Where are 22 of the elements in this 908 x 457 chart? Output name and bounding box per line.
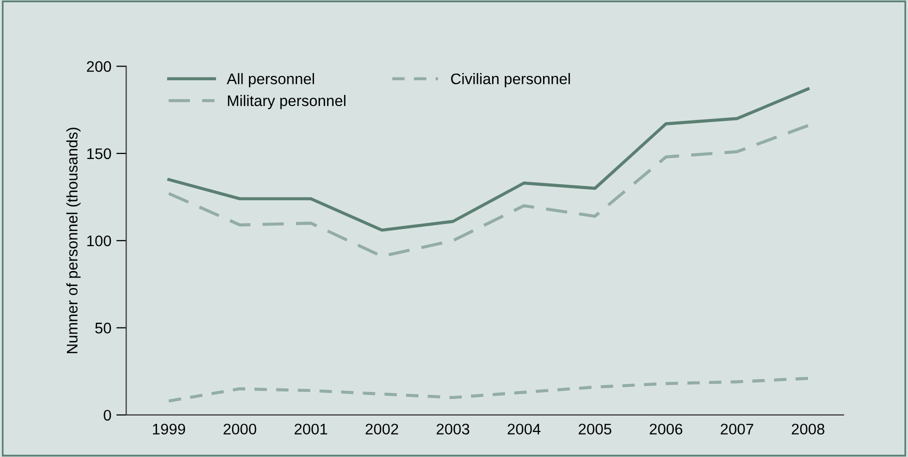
x-tick-label: 2000 [224,424,256,435]
y-axis-title: Numner of personnel (thousands) [66,128,81,354]
x-tick-label: 2001 [294,424,328,435]
x-tick-label: 1999 [153,424,186,435]
y-tick-label: 100 [87,235,112,246]
y-tick-label: 150 [87,148,112,160]
x-tick-label: 2007 [720,424,754,435]
legend-label: All personnel [226,73,314,88]
x-tick-label: 2003 [436,424,470,435]
y-tick-label: 50 [95,322,112,334]
line-series [167,87,810,232]
legend-label: Military personnel [228,94,346,110]
y-tick-label: 200 [86,61,112,72]
x-tick-label: 2004 [508,424,540,435]
x-tick-label: 2008 [792,424,824,435]
legend-label: Civilian personnel [451,73,570,88]
x-tick-label: 2006 [650,424,682,435]
x-tick-label: 2005 [578,424,612,435]
x-tick-label: 2002 [366,424,398,435]
line-series [167,124,810,258]
y-tick-label: 0 [104,410,112,421]
line-series [167,376,810,403]
